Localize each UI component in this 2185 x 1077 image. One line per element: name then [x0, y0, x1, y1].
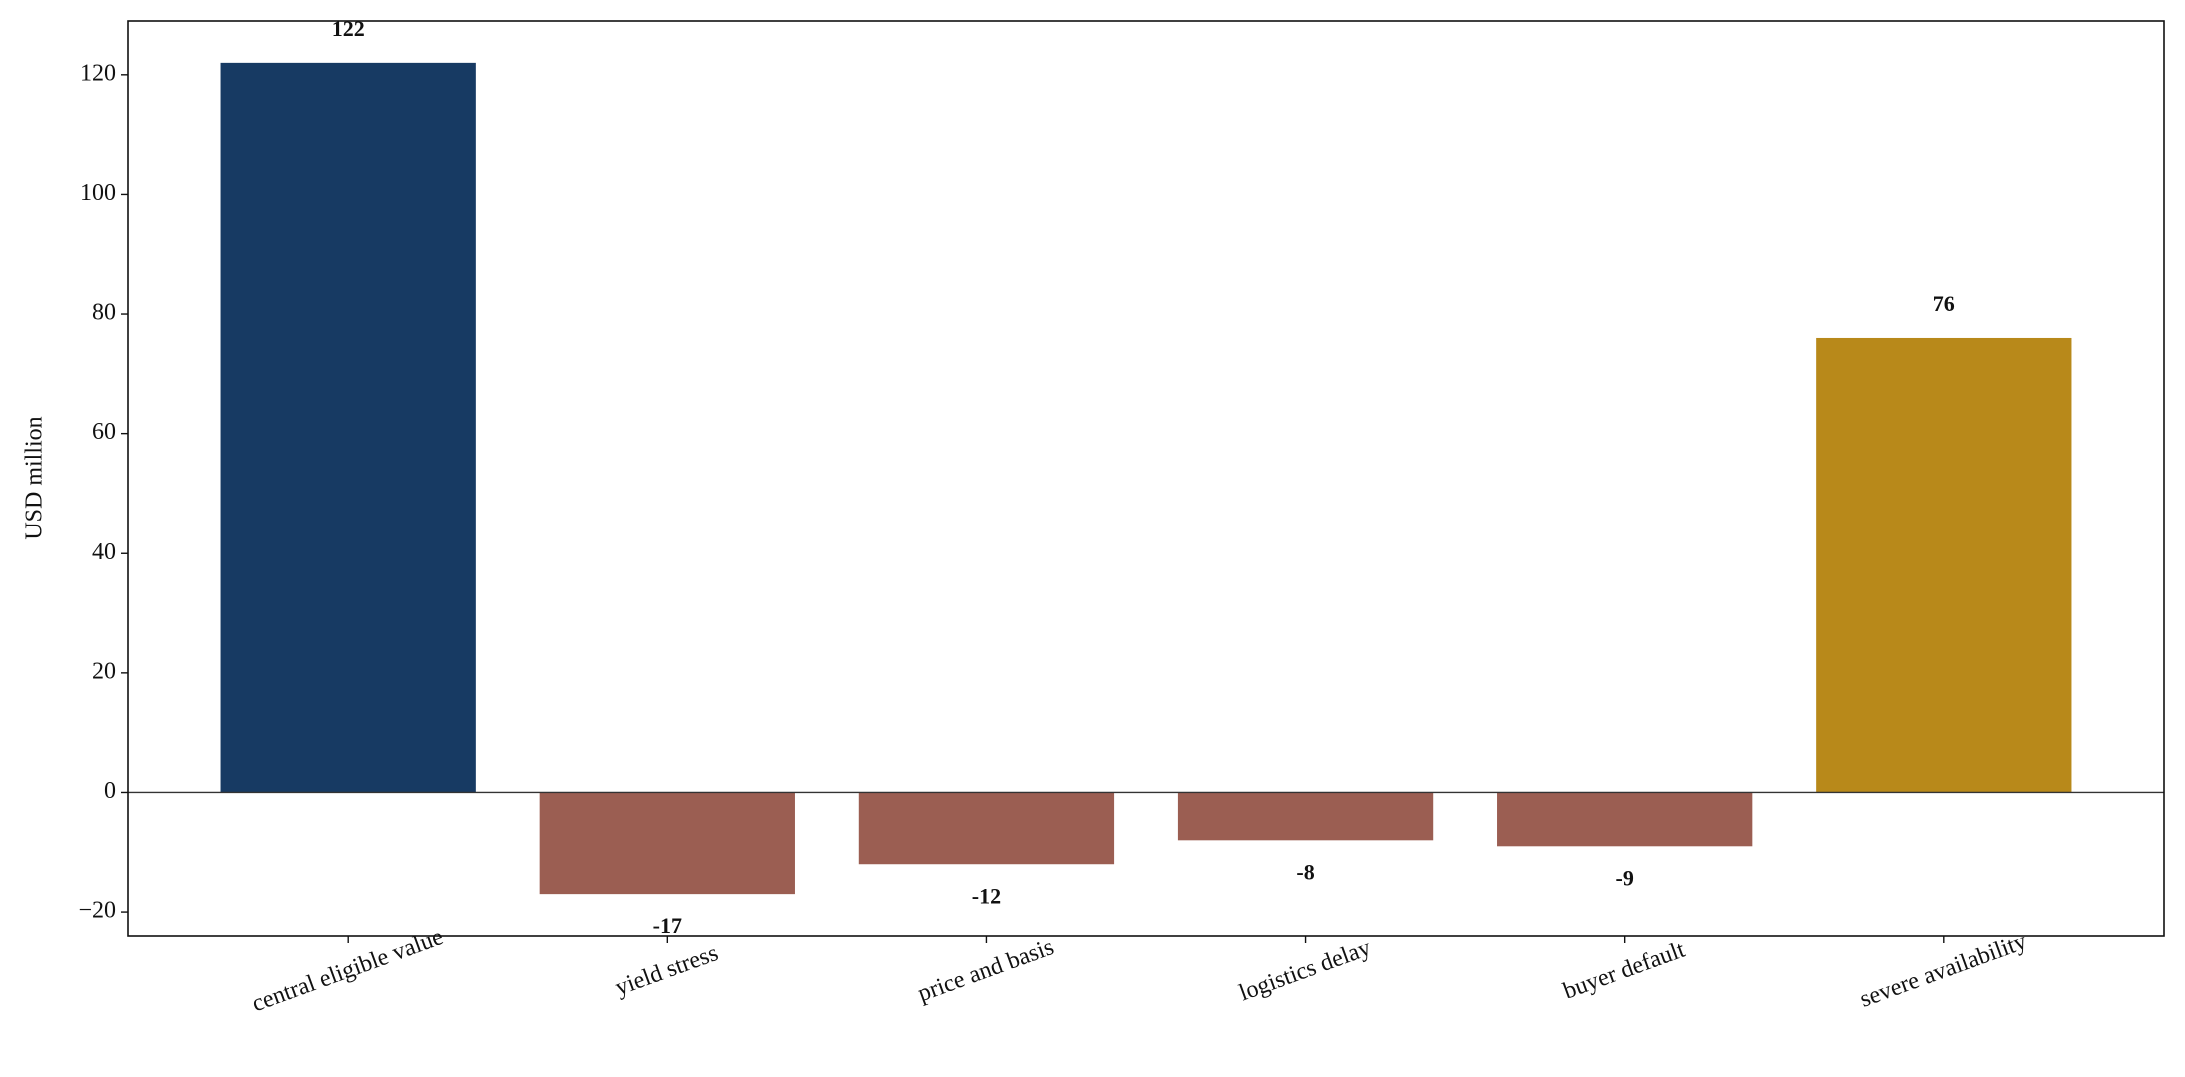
x-tick-label: buyer default — [1560, 936, 1689, 1004]
bar — [1177, 792, 1434, 841]
bar — [858, 792, 1115, 865]
y-axis-label: USD million — [22, 416, 48, 539]
value-label: 76 — [1933, 291, 1955, 316]
y-tick-label: 100 — [80, 180, 116, 206]
y-tick-label: 80 — [92, 300, 116, 326]
plot-frame — [127, 20, 2165, 937]
y-tick-label: 20 — [92, 658, 116, 684]
y-tick-label: 40 — [92, 539, 116, 565]
bar — [220, 62, 476, 793]
value-label: -12 — [972, 883, 1001, 908]
y-tick-label: 0 — [104, 778, 116, 804]
y-tick-label: −20 — [78, 898, 116, 924]
bar — [1816, 337, 2072, 793]
value-label: -9 — [1616, 865, 1634, 890]
value-label: 122 — [332, 16, 365, 41]
x-tick-label: yield stress — [612, 940, 722, 1001]
x-tick-label: logistics delay — [1236, 935, 1375, 1007]
bar — [539, 792, 795, 895]
y-tick-label: 120 — [80, 60, 116, 86]
bar — [1497, 792, 1753, 847]
value-label: -17 — [653, 913, 682, 938]
y-tick-label: 60 — [92, 419, 116, 445]
value-label: -8 — [1296, 859, 1314, 884]
x-tick-label: price and basis — [914, 934, 1057, 1007]
